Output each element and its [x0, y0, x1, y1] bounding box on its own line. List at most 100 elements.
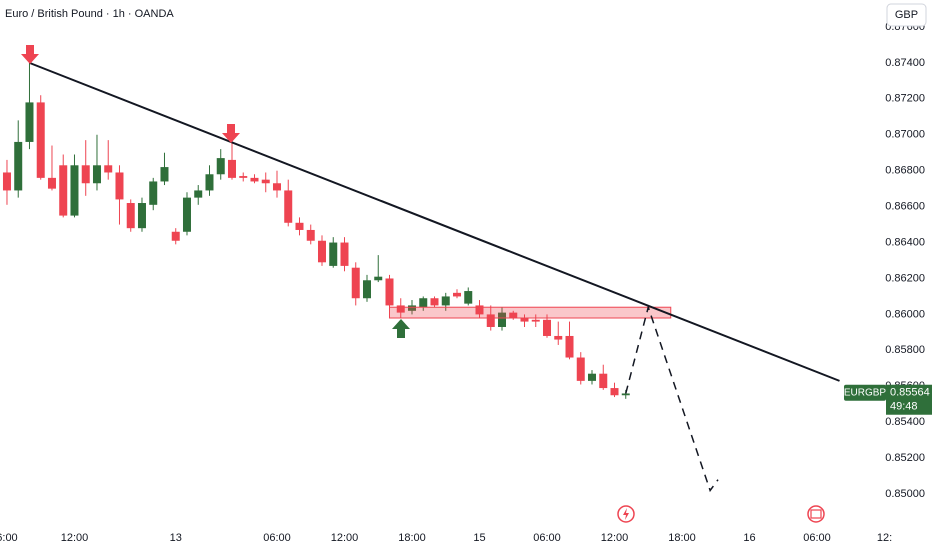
- candle-body: [216, 158, 225, 175]
- down-arrow: [222, 124, 240, 143]
- price-tag: [886, 384, 932, 415]
- candle-body: [47, 177, 56, 189]
- resistance-zone: [388, 306, 672, 319]
- candle-body: [25, 102, 34, 142]
- candle-body: [441, 296, 450, 306]
- candle-body: [250, 177, 259, 182]
- y-tick-label: 0.85000: [885, 488, 925, 500]
- candle-body: [385, 278, 394, 306]
- candle-body: [588, 373, 597, 381]
- candle-body: [554, 335, 563, 340]
- x-tick-label: 06:00: [263, 532, 291, 544]
- candle-body: [520, 318, 529, 322]
- trend-line: [29, 61, 840, 382]
- x-tick-label: 12:00: [331, 532, 359, 544]
- y-tick-label: 0.86000: [885, 308, 925, 320]
- candle-body: [486, 314, 495, 327]
- candle-body: [272, 183, 281, 191]
- candle-body: [452, 292, 461, 297]
- candle-body: [565, 335, 574, 358]
- candle-body: [407, 305, 416, 311]
- candle-body: [531, 319, 540, 322]
- candle-body: [351, 267, 360, 299]
- candle-body: [104, 165, 113, 173]
- candle-body: [81, 165, 90, 184]
- chart-title: Euro / British Pound · 1h · OANDA: [5, 8, 174, 20]
- y-tick-label: 0.85400: [885, 416, 925, 428]
- candle-body: [396, 305, 405, 313]
- x-tick-label: 06:00: [803, 532, 831, 544]
- x-tick-label: 18:00: [398, 532, 426, 544]
- candle-body: [509, 312, 518, 318]
- candle-body: [610, 388, 619, 396]
- price-axis-bg: [840, 0, 932, 550]
- symbol-label: EURGBP: [844, 387, 887, 398]
- x-tick-label: 06:00: [533, 532, 561, 544]
- x-tick-label: 15: [473, 532, 485, 544]
- candle-body: [239, 176, 248, 178]
- candle-body: [36, 102, 45, 178]
- candle-body: [70, 165, 79, 216]
- candle-body: [171, 231, 180, 241]
- projection-path: [625, 304, 719, 493]
- y-tick-label: 0.86800: [885, 165, 925, 177]
- candle-body: [419, 298, 428, 308]
- candle-body: [599, 373, 608, 389]
- y-tick-label: 0.85200: [885, 452, 925, 464]
- candle-body: [59, 165, 68, 216]
- candle-body: [14, 141, 23, 191]
- candle-body: [295, 222, 304, 230]
- candle-body: [92, 165, 101, 184]
- y-tick-label: 0.85800: [885, 344, 925, 356]
- up-arrow: [392, 319, 410, 338]
- candle-body: [306, 229, 315, 241]
- y-tick-label: 0.86600: [885, 201, 925, 213]
- candle-body: [194, 190, 203, 198]
- candle-body: [329, 242, 338, 266]
- symbol-tag: [844, 384, 886, 401]
- candle-body: [149, 181, 158, 205]
- candle-body: [475, 305, 484, 315]
- down-arrow: [21, 45, 39, 64]
- candle-body: [621, 393, 630, 396]
- y-tick-label: 0.87400: [885, 57, 925, 69]
- x-tick-label: 12:00: [601, 532, 629, 544]
- candle-body: [261, 179, 270, 184]
- candle-body: [317, 240, 326, 263]
- x-tick-label: 6:00: [0, 532, 18, 544]
- event-icon[interactable]: [807, 505, 825, 523]
- candle-body: [284, 190, 293, 223]
- y-tick-label: 0.87200: [885, 93, 925, 105]
- x-tick-label: 16: [743, 532, 755, 544]
- candle-body: [430, 298, 439, 306]
- candle-body: [205, 174, 214, 191]
- candle-body: [464, 291, 473, 304]
- y-tick-label: 0.86200: [885, 272, 925, 284]
- countdown-label: 49:48: [890, 401, 918, 413]
- currency-button[interactable]: GBP: [886, 3, 927, 27]
- candle-body: [2, 172, 11, 191]
- candle-body: [374, 276, 383, 281]
- candle-body: [576, 357, 585, 381]
- x-tick-label: 12:00: [61, 532, 89, 544]
- y-tick-label: 0.86400: [885, 236, 925, 248]
- x-tick-label: 12:: [877, 532, 892, 544]
- candle-body: [543, 319, 552, 336]
- candle-body: [115, 172, 124, 200]
- candle-body: [227, 159, 236, 178]
- candle-body: [182, 197, 191, 232]
- candle-body: [160, 167, 169, 182]
- event-icon[interactable]: [617, 505, 635, 523]
- plot-area: [2, 61, 840, 493]
- candle-body: [498, 312, 507, 327]
- candle-body: [137, 203, 146, 229]
- overlay: EURGBP 0.85564 49:48: [844, 384, 932, 415]
- y-tick-label: 0.87000: [885, 129, 925, 141]
- candle-body: [126, 203, 135, 229]
- x-tick-label: 18:00: [668, 532, 696, 544]
- x-tick-label: 13: [170, 532, 182, 544]
- currency-label[interactable]: GBP: [895, 9, 918, 21]
- last-price-label: 0.85564: [890, 387, 930, 399]
